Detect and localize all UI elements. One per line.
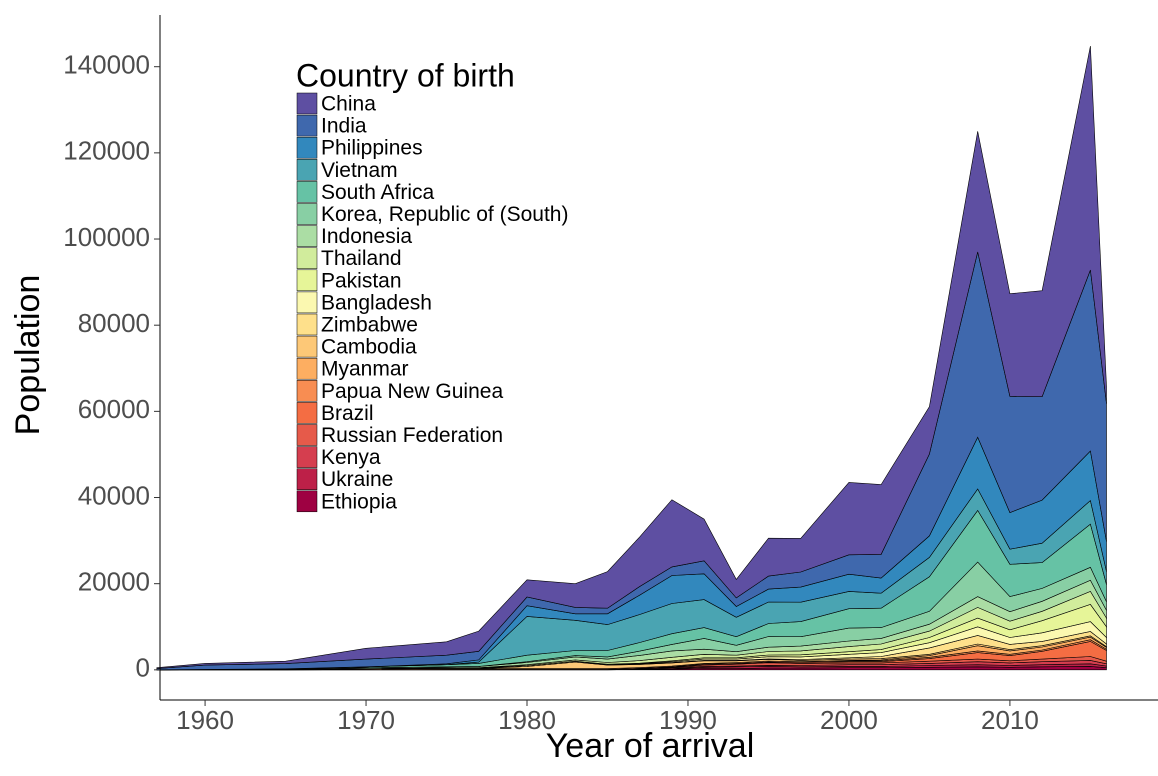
y-tick-label: 140000 xyxy=(63,50,150,80)
legend-swatch xyxy=(296,313,318,336)
x-tick-label: 1970 xyxy=(337,705,395,735)
legend-label: Kenya xyxy=(321,446,381,469)
x-tick-label: 2010 xyxy=(981,705,1039,735)
legend-label: China xyxy=(321,93,376,116)
legend-swatch xyxy=(296,468,318,490)
x-tick-label: 2000 xyxy=(820,705,878,735)
y-tick-label: 80000 xyxy=(78,308,150,338)
legend-label: Korea, Republic of (South) xyxy=(321,203,568,226)
y-tick-label: 20000 xyxy=(78,567,150,597)
legend-swatch xyxy=(296,225,318,247)
legend-label: Brazil xyxy=(321,402,374,425)
x-tick-label: 1990 xyxy=(659,705,717,735)
legend-swatch xyxy=(296,291,318,314)
legend-swatch xyxy=(296,424,318,446)
x-axis-title: Year of arrival xyxy=(546,727,755,765)
y-tick-label: 100000 xyxy=(63,222,150,252)
legend-swatch xyxy=(296,269,318,292)
y-tick-label: 0 xyxy=(136,653,150,683)
legend-swatch xyxy=(296,159,318,181)
legend-label: Ethiopia xyxy=(321,490,397,513)
legend-label: Indonesia xyxy=(321,225,412,248)
legend-swatch xyxy=(296,181,318,203)
y-tick-label: 40000 xyxy=(78,480,150,510)
y-axis-title: Population xyxy=(9,275,47,436)
legend-label: Ukraine xyxy=(321,468,393,491)
legend-swatch xyxy=(296,114,318,137)
legend-label: South Africa xyxy=(321,181,435,204)
legend-label: Thailand xyxy=(321,247,402,270)
y-tick-label: 120000 xyxy=(63,136,150,166)
legend-label: Philippines xyxy=(321,137,423,160)
legend-label: Vietnam xyxy=(321,159,398,182)
legend-label: Bangladesh xyxy=(321,291,432,314)
legend-title: Country of birth xyxy=(296,57,515,93)
legend-swatch xyxy=(296,335,318,358)
legend-label: India xyxy=(321,115,367,138)
legend-swatch xyxy=(296,203,318,225)
y-tick-label: 60000 xyxy=(78,394,150,424)
x-tick-label: 1960 xyxy=(176,705,234,735)
area-layer xyxy=(156,45,1107,669)
legend-swatch xyxy=(296,490,318,513)
legend-swatch xyxy=(296,380,318,402)
legend-swatch xyxy=(296,136,318,159)
legend-label: Papua New Guinea xyxy=(321,380,503,403)
legend-swatch xyxy=(296,357,318,380)
legend-label: Pakistan xyxy=(321,269,402,292)
legend-label: Cambodia xyxy=(321,336,417,359)
x-tick-label: 1980 xyxy=(498,705,556,735)
legend-swatch xyxy=(296,92,318,115)
legend-label: Myanmar xyxy=(321,358,409,381)
legend-swatch xyxy=(296,446,318,468)
legend-swatch xyxy=(296,247,318,269)
legend-label: Russian Federation xyxy=(321,424,503,447)
legend-label: Zimbabwe xyxy=(321,314,418,337)
legend-swatch xyxy=(296,402,318,424)
